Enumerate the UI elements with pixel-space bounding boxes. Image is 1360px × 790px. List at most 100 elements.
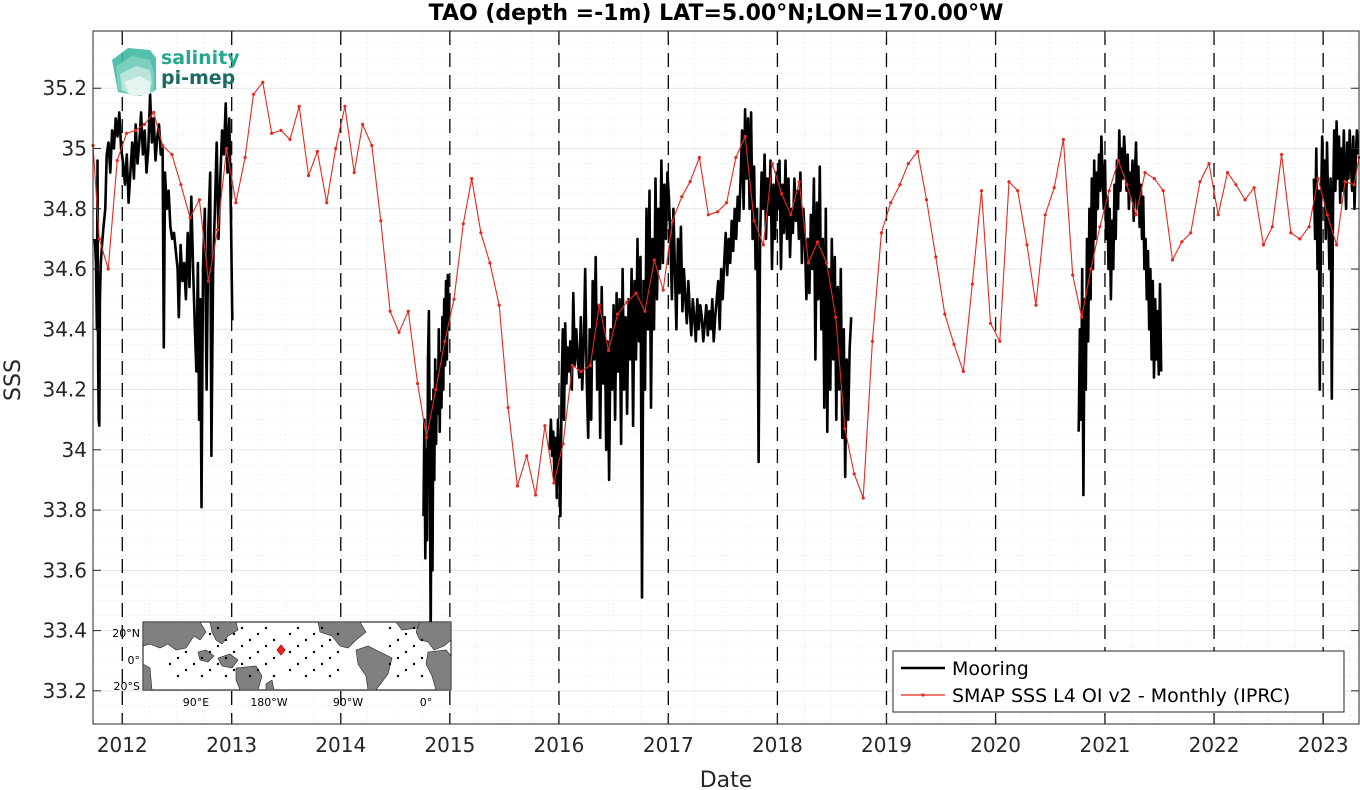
smap-point <box>1089 267 1093 271</box>
y-axis-label: SSS <box>1 359 26 401</box>
smap-point <box>1234 183 1238 187</box>
buoy-dot <box>224 674 228 678</box>
buoy-dot <box>240 644 244 648</box>
smap-point <box>1161 189 1165 193</box>
x-tick-label: 2021 <box>1080 733 1131 757</box>
smap-point <box>552 481 556 485</box>
smap-point <box>152 110 156 114</box>
smap-point <box>370 143 374 148</box>
smap-point <box>1289 231 1293 235</box>
buoy-dot <box>216 626 220 630</box>
smap-point <box>988 321 993 325</box>
y-tick-label: 33.4 <box>42 619 87 643</box>
smap-point <box>789 213 793 217</box>
logo-waves-icon <box>112 48 156 96</box>
buoy-dot <box>224 656 228 660</box>
axis-ticks: 33.2 33.4 33.6 33.8 34 34.2 34.4 34.6 34.8 35 35.2… <box>42 31 1359 757</box>
buoy-dot <box>288 668 292 672</box>
buoy-dot <box>264 626 268 630</box>
buoy-dot <box>328 638 332 642</box>
inset-buoy-markers <box>168 626 424 678</box>
buoy-dot <box>320 626 324 630</box>
x-tick-label: 2013 <box>206 733 257 757</box>
buoy-dot <box>336 668 340 672</box>
smap-point <box>1316 177 1320 181</box>
smap-point <box>1025 243 1029 247</box>
salinity-pi-mep-logo: salinity pi-mep <box>112 47 240 96</box>
smap-point <box>424 436 429 440</box>
smap-point <box>924 198 929 202</box>
smap-point <box>251 92 256 96</box>
smap-point <box>588 363 592 367</box>
smap-point <box>752 219 756 223</box>
y-tick-label: 35.2 <box>42 76 87 100</box>
buoy-dot <box>232 668 236 672</box>
smap-point <box>1007 180 1011 184</box>
buoy-dot <box>328 674 332 678</box>
buoy-dot <box>412 644 416 648</box>
smap-point <box>815 240 820 244</box>
buoy-dot <box>248 638 252 642</box>
buoy-dot <box>288 632 292 636</box>
plot-area <box>93 31 1359 724</box>
buoy-dot <box>168 662 172 666</box>
buoy-dot <box>184 650 188 654</box>
inset-map: 20°N 0° 20°S 90°E 180°W 90°W 0° <box>112 621 452 709</box>
smap-point <box>1270 225 1274 229</box>
buoy-dot <box>336 650 340 654</box>
smap-point <box>1335 243 1339 247</box>
buoy-dot <box>312 668 316 672</box>
smap-point <box>670 219 675 223</box>
inset-lon-label-90w: 90°W <box>333 696 363 709</box>
smap-point <box>1225 171 1230 175</box>
smap-point <box>1261 243 1265 247</box>
buoy-dot <box>328 656 332 660</box>
smap-point <box>761 243 766 247</box>
inset-lon-label-0: 0° <box>420 696 433 709</box>
legend-marker-smap <box>921 693 925 697</box>
buoy-dot <box>412 626 416 630</box>
buoy-dot <box>256 632 260 636</box>
x-tick-label: 2016 <box>533 733 584 757</box>
smap-point <box>952 342 956 346</box>
smap-point <box>652 258 656 262</box>
smap-point <box>706 213 711 217</box>
buoy-dot <box>200 674 204 678</box>
buoy-dot <box>388 626 392 630</box>
smap-point <box>597 303 601 307</box>
smap-point <box>543 424 547 428</box>
smap-point <box>325 201 329 205</box>
smap-point <box>1034 303 1038 307</box>
smap-point <box>1016 189 1020 193</box>
smap-point <box>979 189 984 193</box>
selected-buoy-marker <box>276 644 286 656</box>
smap-point <box>515 484 520 488</box>
buoy-dot <box>320 662 324 666</box>
smap-point <box>561 442 565 446</box>
smap-point <box>334 146 338 151</box>
smap-point <box>1080 315 1084 319</box>
smap-point <box>406 309 410 313</box>
smap-point <box>1252 186 1256 190</box>
buoy-dot <box>184 668 188 672</box>
smap-point <box>261 80 265 84</box>
buoy-dot <box>404 668 408 672</box>
buoy-dot <box>224 638 228 642</box>
smap-point <box>1307 225 1311 229</box>
smap-point <box>297 104 301 108</box>
smap-point <box>1243 198 1247 202</box>
smap-point <box>170 152 174 157</box>
x-tick-label: 2014 <box>315 733 366 757</box>
smap-point <box>1143 171 1147 175</box>
smap-point <box>115 159 119 163</box>
smap-point <box>743 134 747 139</box>
y-tick-label: 33.2 <box>42 679 87 703</box>
buoy-dot <box>200 656 204 660</box>
smap-point <box>1098 225 1102 229</box>
series-line-mooring <box>93 93 1360 644</box>
smap-point <box>1043 213 1047 217</box>
inset-lon-label-90e: 90°E <box>183 696 209 709</box>
buoy-dot <box>208 632 212 636</box>
buoy-dot <box>420 638 424 642</box>
